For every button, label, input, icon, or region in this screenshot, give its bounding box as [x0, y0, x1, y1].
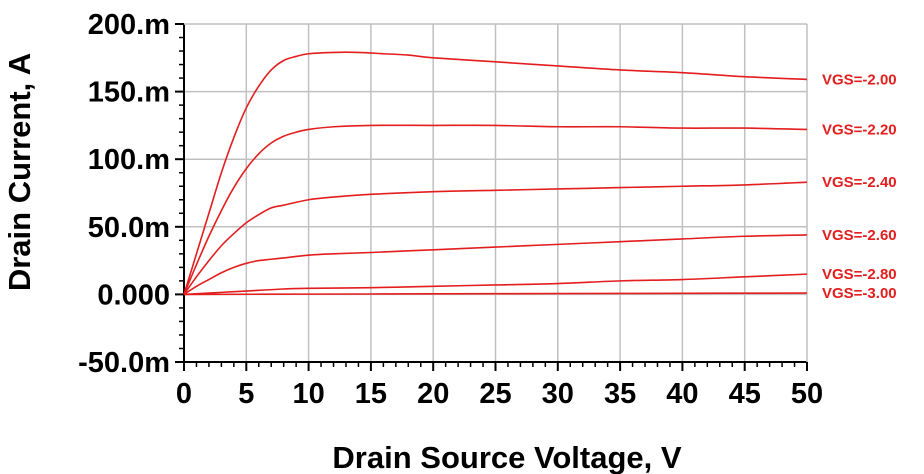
series-label-0: VGS=-2.00 [822, 71, 897, 88]
series-line-1 [183, 124, 808, 295]
y-tick-label: 50.0m [88, 212, 170, 244]
x-tick-label: 5 [238, 378, 254, 410]
x-axis-title: Drain Source Voltage, V [332, 440, 681, 474]
series-line-0 [183, 51, 808, 295]
series-line-5 [183, 292, 808, 296]
x-tick-label: 30 [542, 378, 574, 410]
axes [175, 23, 808, 371]
y-tick-label: 200.m [88, 9, 170, 41]
x-tick-label: 45 [729, 378, 761, 410]
series-label-1: VGS=-2.20 [822, 121, 897, 138]
y-axis-title: Drain Current, A [2, 53, 37, 291]
series-label-5: VGS=-3.00 [822, 285, 897, 302]
x-tick-label: 15 [355, 378, 387, 410]
series-lines [183, 51, 808, 296]
series-labels: VGS=-2.00 VGS=-2.20 VGS=-2.40 VGS=-2.60 VGS=… [822, 71, 897, 302]
y-tick-label: 150.m [88, 77, 170, 109]
series-label-3: VGS=-2.60 [822, 227, 897, 244]
series-label-4: VGS=-2.80 [822, 266, 897, 283]
series-line-2 [183, 181, 808, 295]
series-line-4 [183, 273, 808, 296]
x-tick-labels: 0 5 10 15 20 25 30 35 40 45 50 [176, 378, 823, 410]
x-tick-label: 10 [292, 378, 324, 410]
x-tick-label: 20 [417, 378, 449, 410]
x-tick-label: 25 [479, 378, 511, 410]
y-tick-label: -50.0m [78, 347, 170, 379]
x-tick-label: 40 [666, 378, 698, 410]
y-tick-labels: -50.0m 0.000 50.0m 100.m 150.m 200.m [78, 9, 170, 379]
x-tick-label: 50 [791, 378, 823, 410]
y-tick-label: 0.000 [97, 279, 170, 311]
y-tick-label: 100.m [88, 144, 170, 176]
series-label-2: VGS=-2.40 [822, 174, 897, 191]
series-line-3 [183, 234, 808, 296]
x-tick-label: 0 [176, 378, 192, 410]
x-tick-label: 35 [604, 378, 636, 410]
